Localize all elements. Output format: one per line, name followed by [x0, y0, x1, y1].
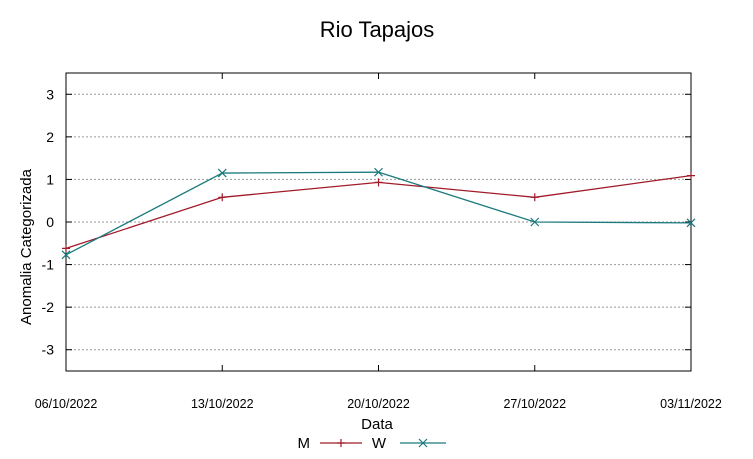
- series-m-point: [530, 193, 539, 202]
- series-w-point: [530, 217, 540, 227]
- series-m-point: [62, 244, 70, 253]
- legend-label-w: W: [372, 435, 387, 452]
- series-m-point: [374, 178, 383, 187]
- y-tick-label: -3: [42, 342, 55, 358]
- series-w-point: [217, 168, 227, 178]
- y-axis-label: Anomalia Categorizada: [18, 168, 35, 325]
- series-group: [61, 167, 696, 260]
- x-axis-ticks: 06/10/2022 13/10/2022 20/10/2022 27/10/2022…: [35, 73, 722, 411]
- y-tick-label: -2: [42, 299, 55, 315]
- y-tick-label: 3: [46, 86, 54, 102]
- series-w: [61, 167, 696, 260]
- x-tick-label: 27/10/2022: [503, 397, 566, 411]
- series-m-line: [65, 174, 692, 250]
- y-tick-label: -1: [42, 257, 55, 273]
- y-axis-ticks: 3 2 1 0 -1 -2 -3: [42, 86, 691, 358]
- x-tick-label: 13/10/2022: [191, 397, 254, 411]
- chart-title: Rio Tapajos: [320, 17, 435, 42]
- y-tick-label: 0: [46, 214, 54, 230]
- legend-marker-w: [418, 438, 428, 448]
- x-axis-label: Data: [361, 416, 393, 433]
- y-tick-label: 1: [46, 171, 54, 187]
- series-m-point: [687, 171, 695, 180]
- series-m-point: [218, 193, 227, 202]
- legend-marker-m: [337, 439, 345, 447]
- series-w-point: [61, 250, 71, 260]
- x-tick-label: 06/10/2022: [35, 397, 98, 411]
- legend-label-m: M: [298, 435, 311, 452]
- x-tick-label: 03/11/2022: [660, 397, 722, 411]
- series-w-point: [686, 218, 696, 228]
- series-m: [62, 171, 695, 253]
- series-w-point: [374, 167, 383, 177]
- y-tick-label: 2: [46, 129, 54, 145]
- x-tick-label: 20/10/2022: [347, 397, 410, 411]
